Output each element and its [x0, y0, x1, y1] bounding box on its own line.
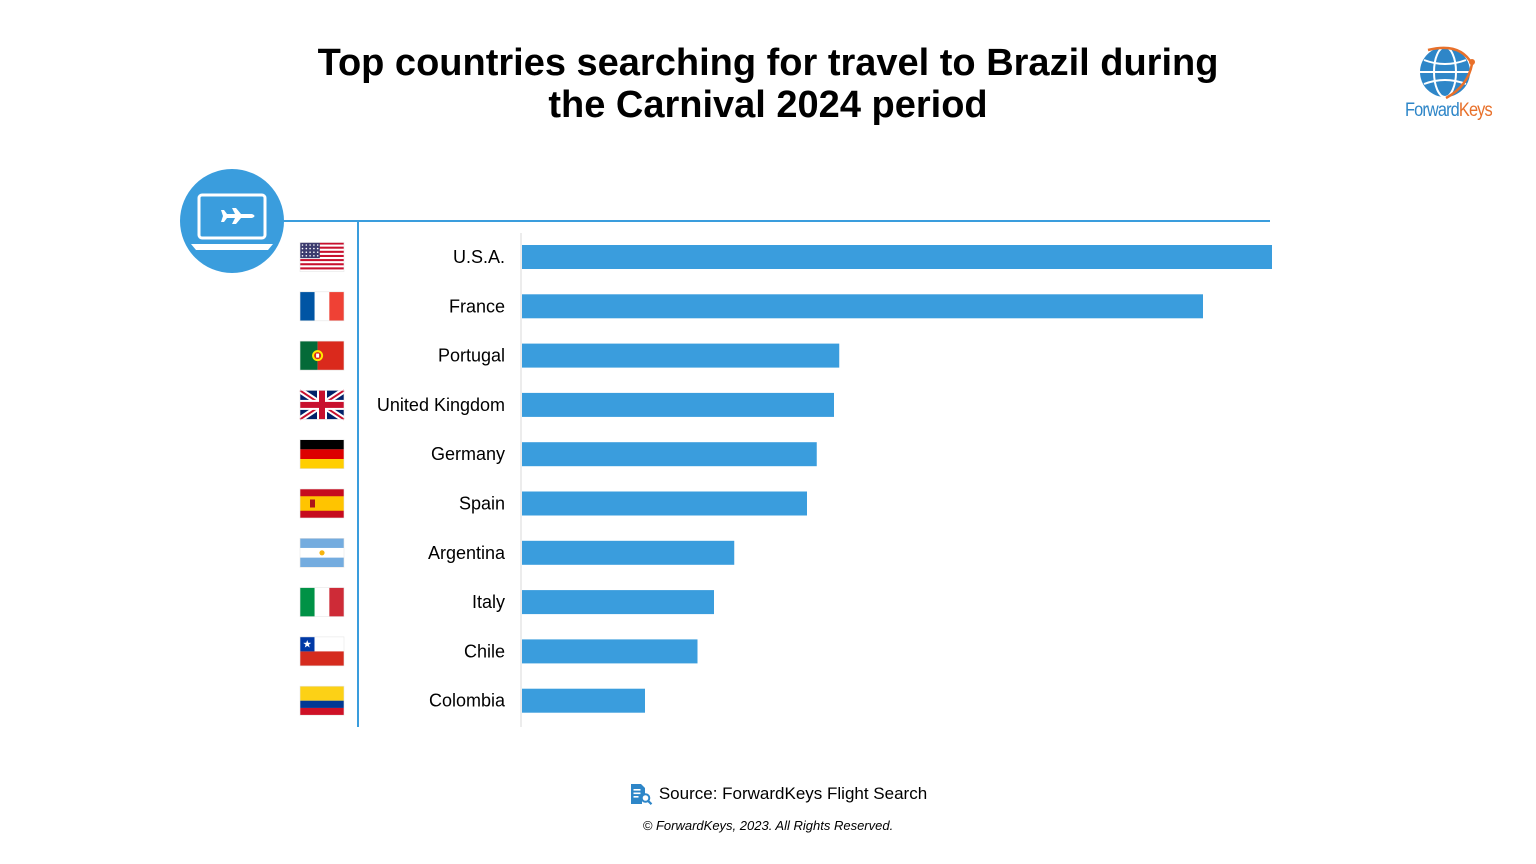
bar	[522, 540, 735, 565]
logo-wordmark: ForwardKeys	[1405, 100, 1493, 122]
laptop-airplane-icon	[180, 169, 284, 273]
category-label: Colombia	[429, 691, 506, 711]
category-label: United Kingdom	[377, 395, 505, 415]
flag-argentina-icon	[299, 537, 345, 568]
flag-portugal-icon	[299, 340, 345, 371]
category-label: Chile	[464, 641, 505, 661]
category-label: Argentina	[428, 543, 506, 563]
category-label: France	[449, 296, 505, 316]
source-text: Source: ForwardKeys Flight Search	[658, 784, 928, 803]
document-search-icon	[630, 784, 653, 805]
chart-title-line1: Top countries searching for travel to Br…	[317, 42, 1219, 84]
category-label: U.S.A.	[453, 247, 505, 267]
bar	[522, 392, 834, 417]
source-note: Source: ForwardKeys Flight Search	[0, 783, 1536, 810]
bar	[522, 688, 645, 713]
bar	[522, 491, 807, 516]
globe-icon	[1420, 46, 1475, 100]
flag-france-icon	[299, 291, 345, 322]
chart-title-line2: the Carnival 2024 period	[548, 84, 988, 126]
copyright-note: © ForwardKeys, 2023. All Rights Reserved…	[642, 818, 894, 833]
chart-title: Top countries searching for travel to Br…	[268, 42, 1268, 126]
bar	[522, 639, 698, 664]
forwardkeys-logo: ForwardKeys	[1398, 44, 1498, 126]
flag-spain-icon	[299, 488, 345, 519]
category-label: Germany	[431, 444, 505, 464]
bar	[522, 343, 840, 368]
logo-text-keys: Keys	[1458, 100, 1493, 121]
bar	[522, 442, 817, 467]
category-label: Spain	[459, 494, 505, 514]
flag-usa-icon	[299, 242, 345, 272]
bar	[522, 245, 1272, 269]
flag-colombia-icon	[299, 685, 345, 716]
logo-text-forward: Forward	[1405, 100, 1460, 121]
flag-chile-icon	[299, 636, 345, 667]
bar	[522, 590, 714, 615]
flag-italy-icon	[299, 587, 345, 617]
category-label: Italy	[472, 592, 505, 612]
category-label: Portugal	[438, 346, 505, 366]
flag-uk-icon	[298, 387, 346, 422]
flag-germany-icon	[299, 439, 345, 470]
bar	[522, 294, 1203, 319]
